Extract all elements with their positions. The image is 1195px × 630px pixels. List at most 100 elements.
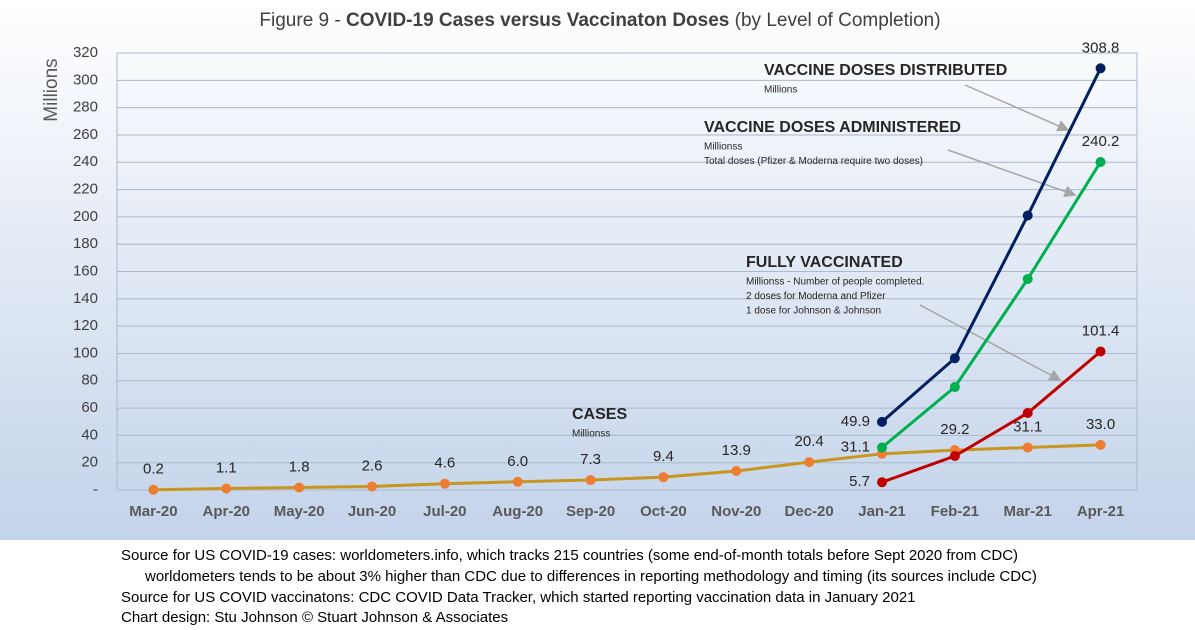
data-label: 13.9 — [722, 442, 751, 459]
x-tick-label: Sep-20 — [566, 503, 615, 520]
footer-line: Source for US COVID vaccinatons: CDC COV… — [121, 589, 916, 606]
y-tick-label: 220 — [73, 181, 98, 198]
series-line — [153, 443, 1101, 492]
chart-title: Figure 9 - COVID-19 Cases versus Vaccina… — [259, 10, 940, 31]
x-tick-label: Nov-20 — [711, 503, 761, 520]
data-label: 1.1 — [216, 459, 237, 476]
annotation-heading: VACCINE DOSES DISTRIBUTED — [764, 62, 1007, 79]
footer-line: worldometers tends to be about 3% higher… — [144, 568, 1037, 585]
title-tail: (by Level of Completion) — [735, 10, 941, 31]
plot-border — [116, 52, 1138, 491]
data-point — [367, 481, 377, 492]
data-label: 20.4 — [795, 433, 824, 450]
data-label: 5.7 — [849, 473, 870, 490]
y-tick-label: 120 — [73, 317, 98, 334]
annotation-heading: CASES — [572, 406, 627, 423]
data-point — [877, 442, 887, 453]
data-point — [585, 475, 596, 486]
data-point — [1095, 156, 1106, 167]
x-tick-label: Jun-20 — [348, 503, 396, 520]
title-lead: Figure 9 - — [259, 10, 340, 31]
data-point — [221, 483, 232, 494]
x-tick-label: Apr-21 — [1077, 503, 1125, 520]
data-point — [1095, 439, 1106, 450]
x-tick-label: Feb-21 — [931, 503, 979, 520]
data-point — [294, 482, 305, 493]
annotation-note: Millionss — [704, 142, 742, 153]
x-tick-label: Mar-20 — [129, 503, 177, 520]
annotation-note: Total doses (Pfizer & Moderna require tw… — [704, 156, 923, 167]
title-main: COVID-19 Cases versus Vaccinaton Doses — [346, 10, 729, 31]
data-label: 308.8 — [1082, 39, 1120, 56]
arrow — [964, 84, 1070, 132]
data-label: 0.2 — [143, 461, 164, 478]
series-line — [881, 350, 1102, 484]
y-tick-label: 200 — [73, 208, 98, 225]
y-tick-label: - — [93, 481, 98, 498]
series-line — [881, 67, 1102, 423]
y-tick-label: 100 — [73, 344, 98, 361]
x-tick-label: May-20 — [274, 503, 325, 520]
x-tick-label: Oct-20 — [640, 503, 687, 520]
footer-line: Chart design: Stu Johnson © Stuart Johns… — [121, 609, 508, 626]
x-tick-label: Dec-20 — [785, 503, 834, 520]
arrow — [947, 149, 1077, 198]
data-label: 31.1 — [1013, 418, 1042, 435]
y-tick-label: 140 — [73, 290, 98, 307]
data-label: 101.4 — [1082, 322, 1120, 339]
data-label: 6.0 — [507, 453, 528, 470]
x-tick-label: Apr-20 — [203, 503, 251, 520]
data-point — [512, 476, 523, 487]
y-axis-label: Millions — [41, 58, 62, 121]
series-line — [881, 161, 1102, 449]
annotation-heading: VACCINE DOSES ADMINISTERED — [704, 119, 961, 136]
data-point — [877, 416, 887, 427]
data-label: 2.6 — [362, 457, 383, 474]
y-tick-label: 300 — [73, 71, 98, 88]
data-point — [731, 466, 742, 477]
y-tick-label: 320 — [73, 44, 98, 61]
annotation-note: 1 dose for Johnson & Johnson — [746, 306, 881, 317]
data-point — [877, 477, 887, 488]
data-point — [1095, 346, 1106, 357]
annotation-heading: FULLY VACCINATED — [746, 254, 903, 271]
y-tick-label: 160 — [73, 262, 98, 279]
x-tick-label: Jul-20 — [423, 503, 466, 520]
data-point — [949, 382, 960, 393]
annotation-note: Millions — [764, 85, 797, 96]
y-tick-label: 60 — [81, 399, 98, 416]
data-point — [1022, 407, 1033, 418]
y-tick-label: 240 — [73, 153, 98, 170]
data-point — [1095, 63, 1106, 74]
y-tick-label: 180 — [73, 235, 98, 252]
data-label: 33.0 — [1086, 416, 1115, 433]
data-label: 7.3 — [580, 451, 601, 468]
y-tick-label: 280 — [73, 99, 98, 116]
data-label: 4.6 — [434, 455, 455, 472]
data-point — [804, 457, 815, 468]
data-point — [148, 484, 159, 495]
y-tick-label: 80 — [81, 372, 98, 389]
data-point — [949, 353, 960, 364]
data-point — [1022, 274, 1033, 285]
data-label: 240.2 — [1082, 133, 1120, 150]
y-tick-label: 20 — [81, 454, 98, 471]
data-point — [949, 450, 960, 461]
x-tick-label: Mar-21 — [1004, 503, 1052, 520]
data-point — [1022, 442, 1033, 453]
data-label: 1.8 — [289, 459, 310, 476]
footer-line: Source for US COVID-19 cases: worldomete… — [121, 547, 1018, 564]
x-tick-label: Jan-21 — [858, 503, 906, 520]
data-point — [439, 478, 450, 489]
annotation-note: Millionss - Number of people completed. — [746, 277, 924, 288]
annotation-note: Millionss — [572, 429, 610, 440]
data-label: 29.2 — [940, 421, 969, 438]
y-tick-label: 260 — [73, 126, 98, 143]
arrow — [919, 304, 1062, 381]
data-label: 9.4 — [653, 448, 674, 465]
data-point — [658, 472, 669, 483]
data-point — [1022, 210, 1033, 221]
y-tick-label: 40 — [81, 426, 98, 443]
annotation-note: 2 doses for Moderna and Pfizer — [746, 291, 886, 302]
